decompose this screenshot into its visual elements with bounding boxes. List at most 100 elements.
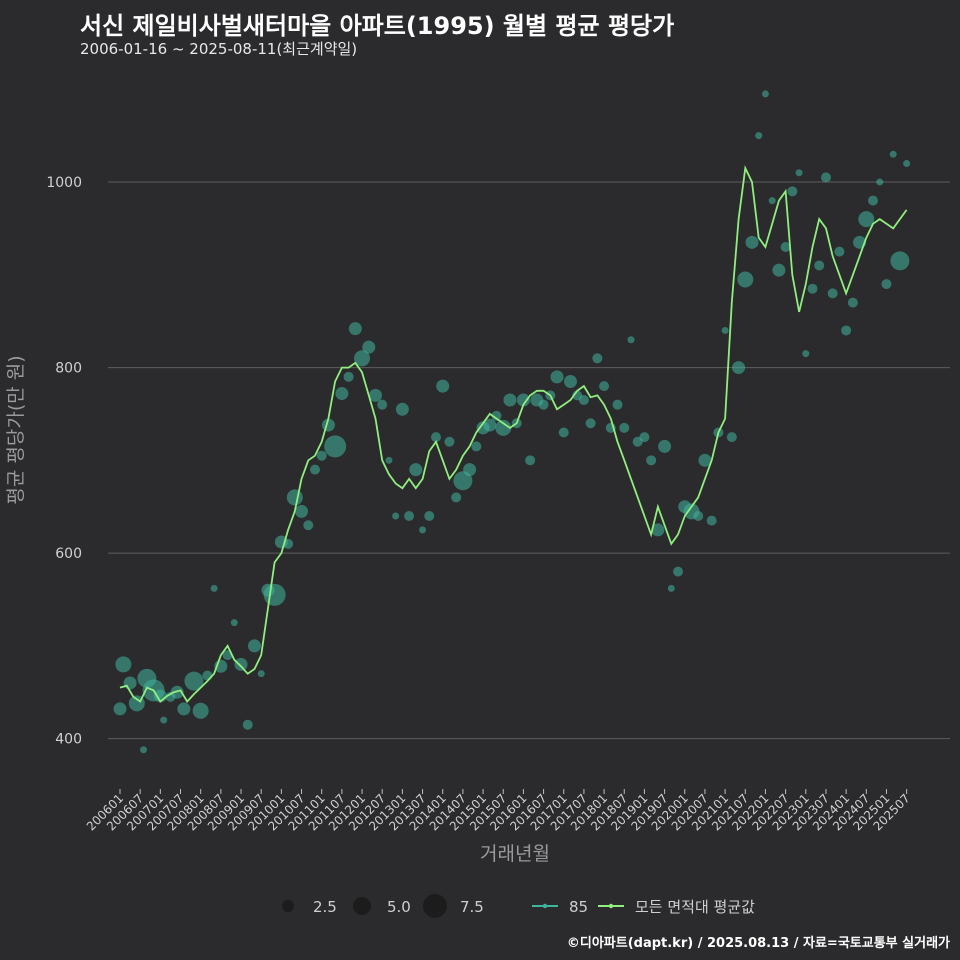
data-point — [578, 395, 589, 406]
data-point — [303, 520, 314, 531]
data-point — [841, 325, 852, 336]
y-tick-label: 1000 — [46, 175, 82, 191]
data-point — [495, 419, 512, 436]
data-point — [807, 283, 818, 294]
data-point — [693, 510, 704, 521]
data-point — [503, 393, 517, 407]
data-point — [343, 371, 354, 382]
data-point — [732, 361, 746, 375]
data-point — [592, 353, 603, 364]
data-point — [115, 656, 132, 673]
data-point — [876, 178, 884, 186]
data-point — [192, 702, 209, 719]
data-point — [903, 159, 911, 167]
data-point — [210, 584, 218, 592]
data-point — [667, 584, 675, 592]
data-point — [242, 719, 253, 730]
data-point — [706, 515, 717, 526]
data-point — [404, 510, 415, 521]
legend-size-swatch — [423, 894, 447, 918]
legend-size-swatch — [282, 900, 294, 912]
data-point — [834, 246, 845, 257]
data-point — [177, 702, 191, 716]
data-point — [619, 422, 630, 433]
data-point — [651, 523, 665, 537]
data-point — [627, 336, 635, 344]
data-point — [516, 393, 530, 407]
data-point — [419, 526, 427, 534]
data-point — [453, 471, 473, 491]
data-point — [324, 435, 347, 458]
data-point — [525, 455, 536, 466]
data-point — [755, 132, 763, 140]
data-point — [698, 453, 712, 467]
data-point — [772, 263, 786, 277]
legend-size-label: 7.5 — [460, 898, 484, 916]
y-tick-label: 400 — [55, 732, 82, 748]
data-point — [639, 432, 650, 443]
gridlines — [108, 181, 950, 740]
data-point — [377, 399, 388, 410]
data-point — [160, 716, 168, 724]
data-point — [658, 439, 672, 453]
data-point — [585, 418, 596, 429]
data-point — [780, 241, 791, 252]
legend-marker-swatch — [542, 903, 548, 909]
data-point — [348, 322, 362, 336]
data-point — [395, 402, 409, 416]
data-point — [599, 381, 610, 392]
data-point — [612, 399, 623, 410]
legend-size-swatch — [353, 897, 371, 915]
legend: 2.5 5.0 7.5 85 모든 면적대 평균값 — [282, 894, 755, 918]
legend-series-label: 85 — [569, 898, 588, 916]
data-point — [889, 150, 897, 158]
data-point — [385, 456, 393, 464]
data-point — [538, 399, 549, 410]
scatter-points — [113, 90, 911, 754]
data-point — [558, 427, 569, 438]
data-point — [761, 90, 769, 98]
source-footer: ©디아파트(dapt.kr) / 2025.08.13 / 자료=국토교통부 실… — [566, 936, 950, 951]
data-point — [286, 489, 303, 506]
data-point — [881, 279, 892, 290]
y-tick-label: 800 — [55, 361, 82, 377]
data-point — [451, 492, 462, 503]
data-point — [814, 260, 825, 271]
data-point — [263, 583, 286, 606]
legend-size-label: 5.0 — [387, 898, 411, 916]
x-axis-ticks: 2006012006072007012007072008012008072009… — [84, 789, 913, 834]
data-point — [550, 370, 564, 384]
legend-marker-swatch — [608, 903, 614, 909]
data-point — [444, 436, 455, 447]
data-point — [202, 670, 213, 681]
data-point — [787, 186, 798, 197]
data-point — [795, 169, 803, 177]
data-point — [471, 441, 482, 452]
data-point — [673, 566, 684, 577]
data-point — [436, 379, 450, 393]
data-point — [431, 432, 441, 443]
data-point — [768, 197, 776, 205]
data-point — [726, 432, 737, 443]
data-point — [170, 685, 184, 699]
data-point — [335, 387, 349, 401]
data-point — [409, 463, 423, 477]
data-point — [491, 410, 502, 421]
data-point — [890, 251, 910, 271]
x-axis-label: 거래년월 — [480, 843, 550, 865]
data-point — [257, 670, 265, 678]
data-point — [234, 657, 248, 671]
data-point — [737, 271, 754, 288]
data-point — [563, 374, 577, 388]
chart-subtitle: 2006-01-16 ~ 2025-08-11(최근계약일) — [80, 40, 358, 58]
y-tick-label: 600 — [55, 546, 82, 562]
legend-series-label: 모든 면적대 평균값 — [635, 898, 755, 916]
legend-size-label: 2.5 — [313, 898, 337, 916]
data-point — [646, 455, 657, 466]
average-price-line — [119, 164, 908, 703]
data-point — [858, 211, 875, 228]
data-point — [295, 504, 309, 518]
data-point — [820, 172, 831, 183]
data-point — [123, 676, 137, 690]
